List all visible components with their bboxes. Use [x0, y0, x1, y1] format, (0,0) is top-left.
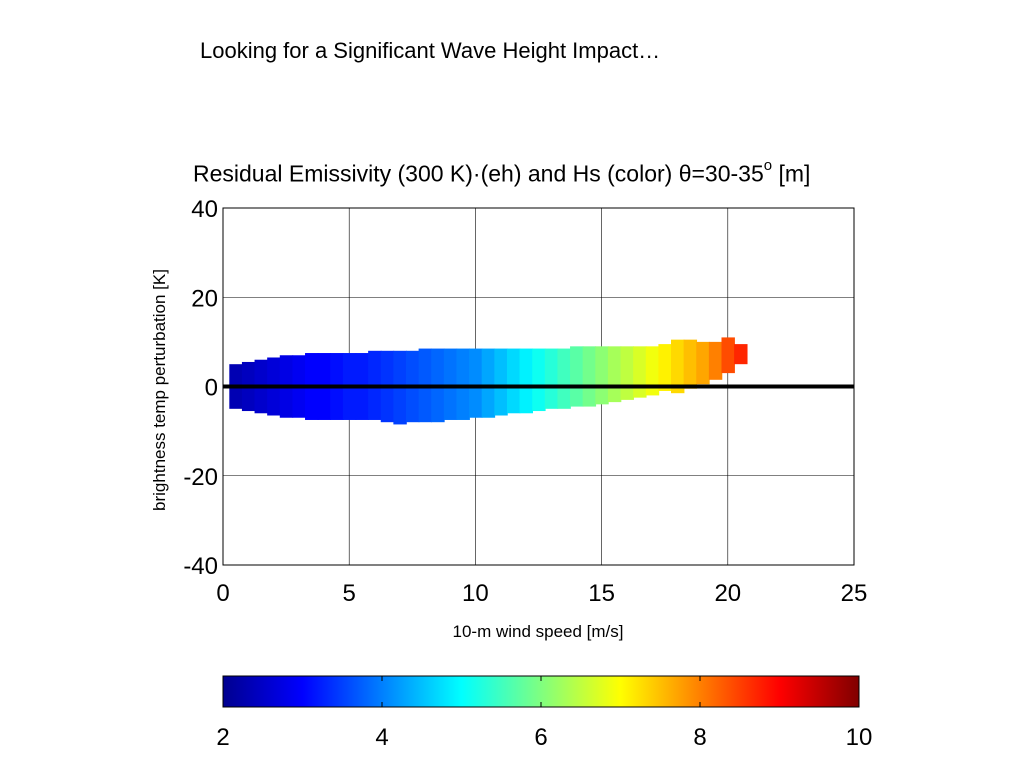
colorbar	[222, 675, 860, 708]
y-tick-label: -20	[183, 464, 218, 491]
chart-title-text: Residual Emissivity (300 K)·(eh) and Hs …	[193, 160, 764, 187]
data-column	[481, 348, 496, 418]
data-column	[620, 346, 634, 400]
chart-title: Residual Emissivity (300 K)·(eh) and Hs …	[193, 157, 811, 188]
x-tick-label: 10	[462, 580, 489, 607]
data-column	[582, 346, 597, 407]
data-column	[721, 337, 735, 374]
data-column	[734, 344, 748, 365]
colorbar-ticks: 2 4 6 8 10	[216, 676, 872, 751]
data-columns	[229, 337, 748, 425]
data-column	[456, 348, 470, 420]
data-column	[708, 341, 723, 380]
data-column	[696, 341, 710, 385]
colorbar-tick-label: 8	[693, 724, 706, 751]
data-column	[671, 339, 685, 394]
data-column	[443, 348, 458, 420]
data-column	[595, 346, 609, 405]
data-column	[607, 346, 622, 403]
colorbar-tick-label: 2	[216, 724, 229, 751]
x-tick-label: 20	[714, 580, 741, 607]
data-column	[519, 348, 533, 414]
axis-ticks: 0 5 10 15 20 25 40 20 0 -20 -40	[183, 196, 867, 607]
colorbar-tick-label: 10	[846, 724, 873, 751]
data-column	[570, 346, 584, 407]
colorbar-tick-label: 6	[534, 724, 547, 751]
data-column	[683, 339, 698, 389]
data-column	[658, 344, 672, 391]
data-column	[506, 348, 521, 414]
data-column	[469, 348, 483, 418]
x-axis-label: 10-m wind speed [m/s]	[452, 622, 624, 641]
data-column	[494, 348, 508, 416]
data-column	[557, 348, 571, 409]
chart-title-degree: o	[763, 157, 773, 174]
plot-frame	[222, 207, 855, 566]
y-tick-label: 20	[191, 285, 218, 312]
y-tick-label: -40	[183, 553, 218, 580]
y-tick-label: 40	[191, 196, 218, 223]
x-tick-label: 5	[343, 580, 356, 607]
slide-title: Looking for a Significant Wave Height Im…	[200, 38, 661, 63]
x-tick-label: 25	[841, 580, 868, 607]
data-column	[645, 346, 660, 396]
data-column	[532, 348, 546, 412]
x-tick-label: 0	[216, 580, 229, 607]
chart-title-unit: [m]	[772, 160, 811, 187]
colorbar-tick-label: 4	[375, 724, 388, 751]
y-tick-label: 0	[205, 375, 218, 402]
data-column	[544, 348, 559, 409]
data-column	[633, 346, 647, 398]
x-tick-label: 15	[588, 580, 615, 607]
